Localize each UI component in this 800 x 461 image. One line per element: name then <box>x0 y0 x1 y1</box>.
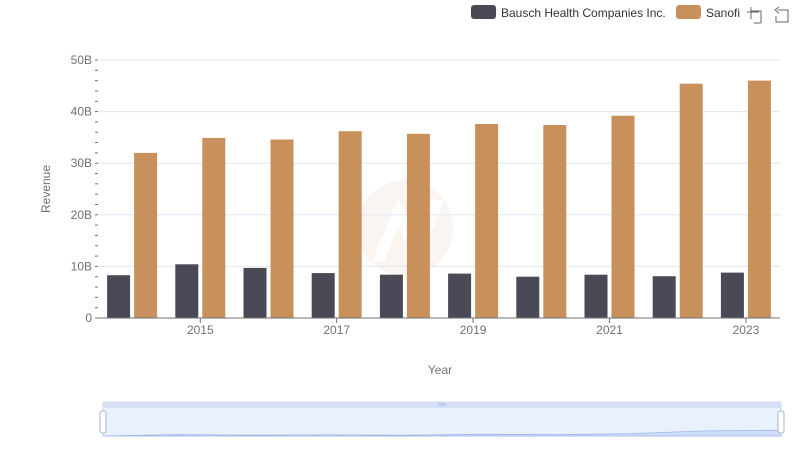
grid <box>98 59 780 267</box>
legend-swatch-sanofi <box>676 5 701 19</box>
y-tick-label: 30B <box>71 156 92 170</box>
data-zoom-right-handle[interactable] <box>777 410 785 434</box>
legend-swatch-bausch <box>471 5 496 19</box>
bar-bausch-2014[interactable] <box>107 275 131 318</box>
y-tick-label: 40B <box>71 105 92 119</box>
bar-bausch-2017[interactable] <box>311 273 335 318</box>
legend: Bausch Health Companies Inc. Sanofi <box>471 5 740 20</box>
bar-bausch-2020[interactable] <box>516 276 540 318</box>
x-axis-title: Year <box>428 363 452 377</box>
restore-icon[interactable] <box>774 6 789 23</box>
toolbox <box>747 6 789 24</box>
axes <box>98 317 780 323</box>
x-tick-label: 2021 <box>596 323 623 337</box>
move-grip-icon <box>438 403 446 406</box>
bar-sanofi-2022[interactable] <box>679 83 703 318</box>
y-tick-label: 20B <box>71 208 92 222</box>
bar-bausch-2022[interactable] <box>652 276 676 318</box>
bars <box>107 80 771 319</box>
bar-sanofi-2014[interactable] <box>134 152 158 318</box>
x-tick-label: 2019 <box>460 323 487 337</box>
bar-sanofi-2015[interactable] <box>202 137 226 318</box>
x-tick-labels: 2015 2017 2019 2021 2023 <box>187 323 760 337</box>
y-tick-label: 50B <box>71 53 92 67</box>
bar-bausch-2015[interactable] <box>175 264 199 318</box>
bar-sanofi-2023[interactable] <box>747 80 771 318</box>
legend-item-bausch[interactable]: Bausch Health Companies Inc. <box>471 5 666 20</box>
bar-sanofi-2017[interactable] <box>338 131 362 318</box>
bar-sanofi-2020[interactable] <box>543 125 567 318</box>
x-tick-label: 2015 <box>187 323 214 337</box>
data-zoom-slider[interactable] <box>99 401 785 437</box>
data-zoom-left-handle[interactable] <box>99 410 107 434</box>
y-tick-label: 0 <box>85 311 92 325</box>
watermark-logo <box>357 180 453 276</box>
zoom-select-icon[interactable] <box>747 7 762 24</box>
legend-label-sanofi: Sanofi <box>706 6 740 20</box>
bar-bausch-2019[interactable] <box>448 273 472 318</box>
bar-sanofi-2019[interactable] <box>475 124 499 318</box>
legend-label-bausch: Bausch Health Companies Inc. <box>501 6 666 20</box>
y-tick-labels: 0 10B 20B 30B 40B 50B <box>71 53 93 325</box>
x-tick-label: 2023 <box>733 323 760 337</box>
bar-bausch-2018[interactable] <box>379 274 403 318</box>
x-tick-label: 2017 <box>323 323 350 337</box>
y-minor-ticks <box>95 59 98 319</box>
bar-sanofi-2021[interactable] <box>611 115 635 318</box>
bar-bausch-2021[interactable] <box>584 274 608 318</box>
y-axis-title: Revenue <box>39 165 53 213</box>
bar-sanofi-2018[interactable] <box>406 133 430 318</box>
bar-bausch-2023[interactable] <box>720 272 744 318</box>
y-tick-label: 10B <box>71 259 92 273</box>
bar-bausch-2016[interactable] <box>243 267 267 318</box>
bar-sanofi-2016[interactable] <box>270 139 294 319</box>
legend-item-sanofi[interactable]: Sanofi <box>676 5 740 20</box>
data-zoom-move-handle[interactable] <box>103 402 781 408</box>
